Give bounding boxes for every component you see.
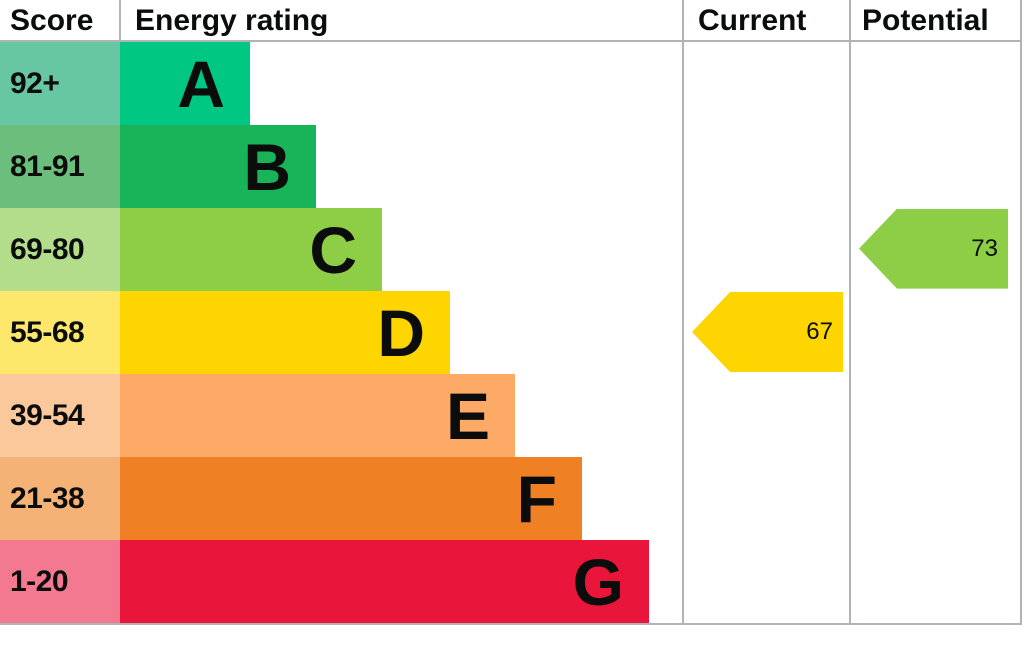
header-current: Current bbox=[698, 4, 807, 37]
rating-bar-a: A bbox=[120, 42, 250, 125]
divider-right-edge bbox=[1020, 0, 1022, 624]
header-score: Score bbox=[10, 4, 94, 37]
potential-rating-arrow: 73 bbox=[859, 208, 1008, 289]
rating-letter-d: D bbox=[377, 295, 425, 370]
rating-bar-d: D bbox=[120, 291, 450, 374]
band-row-g: 1-20 G bbox=[0, 540, 683, 623]
divider-chart-bottom bbox=[0, 623, 1022, 625]
score-range-a: 92+ bbox=[0, 42, 120, 125]
potential-rating-value: 73 bbox=[971, 234, 998, 262]
score-range-d: 55-68 bbox=[0, 291, 120, 374]
rating-letter-g: G bbox=[572, 544, 624, 619]
score-range-f: 21-38 bbox=[0, 457, 120, 540]
divider-score-column bbox=[119, 0, 121, 41]
band-row-c: 69-80 C bbox=[0, 208, 683, 291]
rating-bar-b: B bbox=[120, 125, 316, 208]
rating-bar-g: G bbox=[120, 540, 649, 623]
divider-header-bottom bbox=[0, 40, 1022, 42]
score-range-e: 39-54 bbox=[0, 374, 120, 457]
rating-bar-f: F bbox=[120, 457, 582, 540]
rating-letter-b: B bbox=[243, 129, 291, 204]
band-row-a: 92+ A bbox=[0, 42, 683, 125]
header-potential: Potential bbox=[862, 4, 989, 37]
rating-bands: 92+ A 81-91 B 69-80 C 55-68 D 39-54 bbox=[0, 42, 683, 623]
divider-current-column bbox=[682, 0, 684, 624]
rating-letter-a: A bbox=[177, 46, 225, 121]
rating-letter-e: E bbox=[445, 378, 490, 453]
band-row-b: 81-91 B bbox=[0, 125, 683, 208]
band-row-d: 55-68 D bbox=[0, 291, 683, 374]
current-rating-arrow: 67 bbox=[692, 291, 843, 372]
score-range-b: 81-91 bbox=[0, 125, 120, 208]
rating-bar-c: C bbox=[120, 208, 382, 291]
rating-bar-e: E bbox=[120, 374, 515, 457]
score-range-g: 1-20 bbox=[0, 540, 120, 623]
header-energy-rating: Energy rating bbox=[135, 4, 329, 37]
divider-potential-column bbox=[849, 0, 851, 624]
band-row-e: 39-54 E bbox=[0, 374, 683, 457]
band-row-f: 21-38 F bbox=[0, 457, 683, 540]
score-range-c: 69-80 bbox=[0, 208, 120, 291]
rating-letter-f: F bbox=[516, 461, 557, 536]
current-rating-value: 67 bbox=[806, 317, 833, 345]
rating-letter-c: C bbox=[309, 212, 357, 287]
